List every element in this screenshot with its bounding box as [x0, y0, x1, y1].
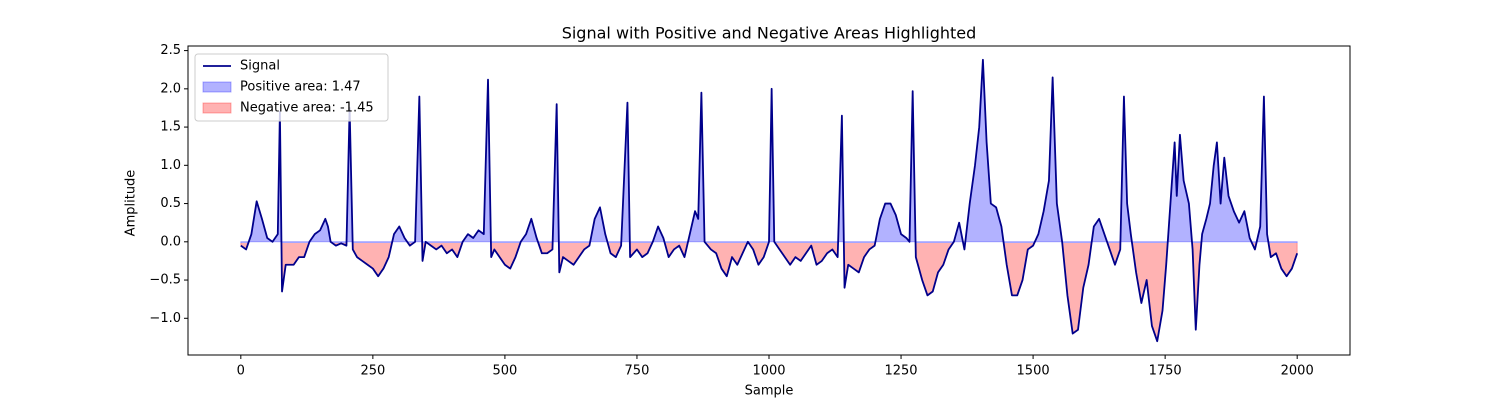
legend-box [194, 53, 389, 122]
y-tick-label: 0.5 [160, 196, 181, 211]
x-tick-label: 0 [237, 364, 245, 379]
y-tick-label: −1.0 [149, 311, 181, 326]
x-tick-label: 750 [625, 364, 650, 379]
x-tick-label: 2000 [1281, 364, 1314, 379]
legend-label: Negative area: -1.45 [240, 101, 374, 116]
x-tick-label: 1750 [1149, 364, 1182, 379]
y-tick-label: −0.5 [149, 273, 181, 288]
legend-swatch [202, 81, 232, 93]
x-tick-label: 1250 [884, 364, 917, 379]
chart-title: Signal with Positive and Negative Areas … [562, 24, 977, 43]
legend-swatch [202, 102, 232, 114]
legend: Signal Positive area: 1.47 Negative area: … [194, 53, 389, 122]
x-axis-label: Sample [745, 384, 794, 399]
y-tick-label: 1.0 [160, 158, 181, 173]
legend-label: Positive area: 1.47 [240, 80, 361, 95]
y-tick-label: 2.5 [160, 43, 181, 58]
signal-line [240, 58, 1299, 343]
y-tick-label: 2.0 [160, 81, 181, 96]
plot-area [240, 58, 1299, 343]
y-axis-label: Amplitude [124, 170, 139, 237]
x-tick-label: 1000 [752, 364, 785, 379]
x-tick-label: 500 [492, 364, 517, 379]
y-tick-label: 0.0 [160, 234, 181, 249]
x-tick-label: 1500 [1017, 364, 1050, 379]
x-tick-label: 250 [360, 364, 385, 379]
legend-label: Signal [240, 59, 280, 74]
y-tick-label: 1.5 [160, 120, 181, 135]
